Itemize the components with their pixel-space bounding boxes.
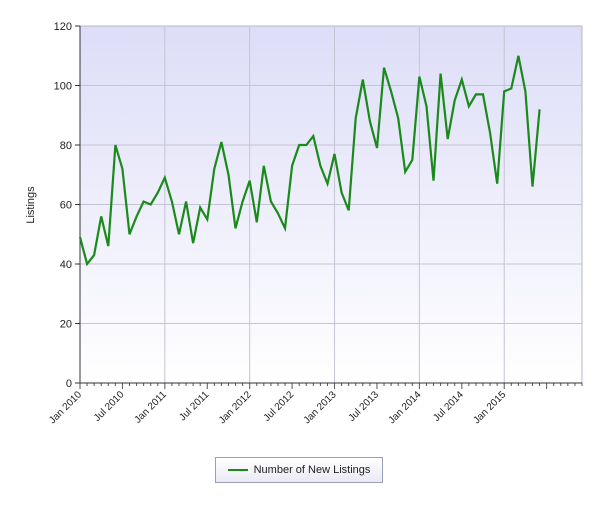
x-tick-label: Jan 2012 — [217, 389, 254, 426]
y-tick-label: 100 — [54, 81, 72, 93]
x-tick-label: Jul 2012 — [262, 389, 297, 424]
x-tick-label: Jul 2010 — [92, 389, 127, 424]
x-tick-label: Jul 2011 — [177, 389, 211, 423]
y-tick-label: 80 — [60, 140, 72, 152]
y-tick-label: 60 — [60, 200, 72, 212]
x-tick-label: Jan 2014 — [387, 389, 424, 426]
x-tick-label: Jul 2014 — [431, 389, 466, 424]
y-axis-label: Listings — [25, 186, 37, 224]
x-tick-label: Jan 2013 — [302, 389, 339, 426]
legend-label: Number of New Listings — [253, 464, 371, 476]
legend-swatch — [227, 469, 248, 471]
y-tick-label: 40 — [60, 259, 72, 271]
x-tick-label: Jan 2015 — [471, 389, 508, 426]
y-tick-label: 0 — [66, 378, 72, 390]
series-line — [78, 55, 541, 267]
x-tick-label: Jul 2013 — [347, 389, 382, 424]
x-tick-label: Jan 2010 — [47, 389, 84, 426]
legend: Number of New Listings — [215, 457, 383, 483]
y-tick-label: 120 — [54, 21, 72, 33]
y-tick-label: 20 — [60, 319, 72, 331]
x-tick-label: Jan 2011 — [133, 389, 170, 426]
